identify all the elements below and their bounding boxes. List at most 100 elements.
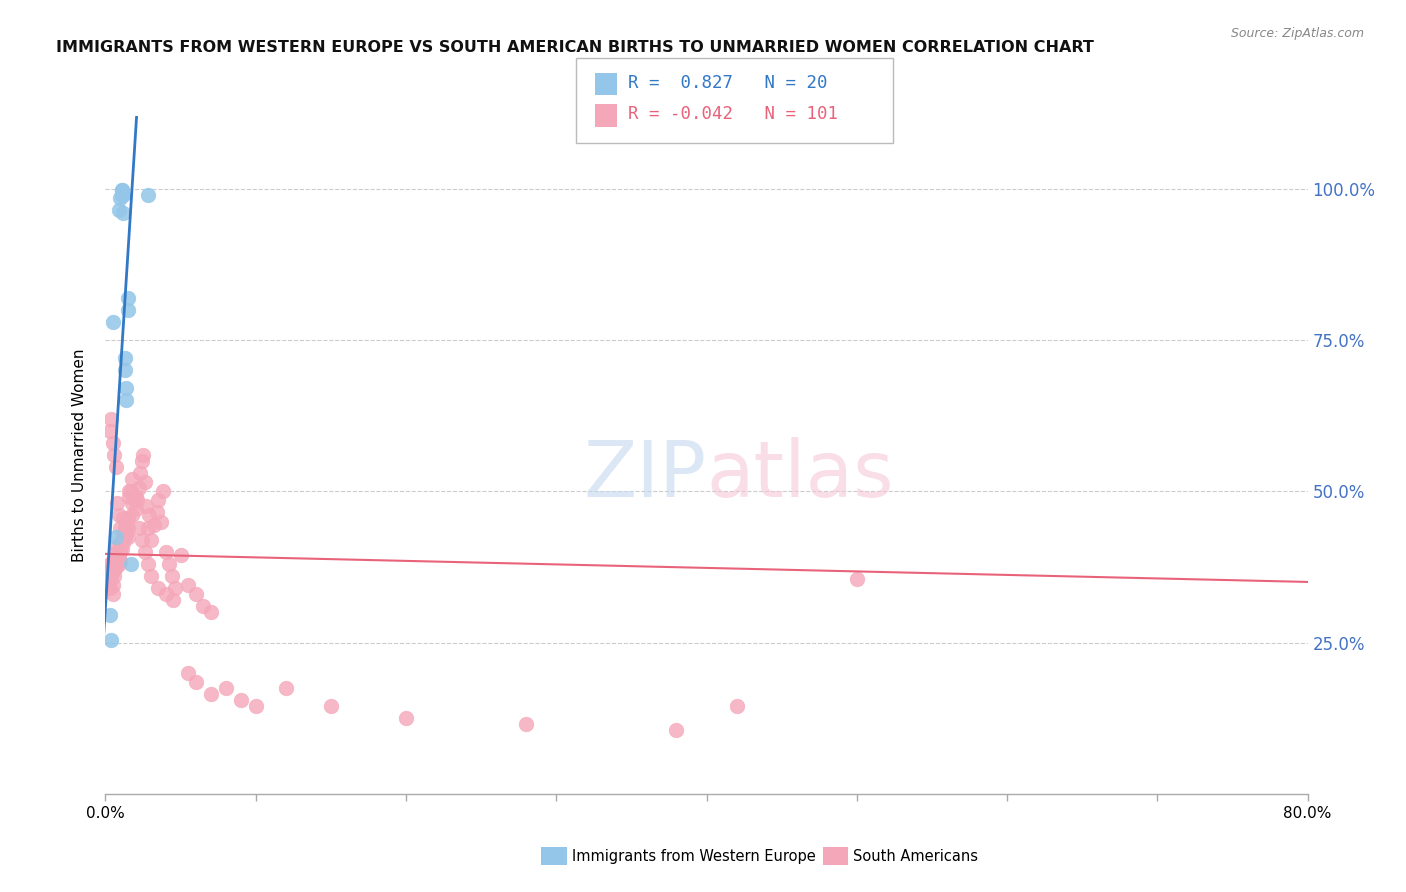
- Point: [101, 435, 124, 450]
- Point: [122, 491, 145, 505]
- Point: [107, 539, 129, 553]
- Point: [97, 566, 120, 580]
- Point: [142, 517, 165, 532]
- Point: [100, 560, 122, 574]
- Point: [139, 533, 162, 547]
- Point: [155, 545, 177, 559]
- Point: [129, 466, 152, 480]
- Point: [117, 511, 139, 525]
- Point: [114, 524, 136, 538]
- Point: [104, 554, 127, 568]
- Point: [131, 533, 153, 547]
- Text: Immigrants from Western Europe: Immigrants from Western Europe: [572, 849, 815, 863]
- Point: [145, 505, 167, 519]
- Point: [136, 520, 159, 534]
- Point: [100, 632, 122, 647]
- Text: ZIP: ZIP: [583, 437, 707, 513]
- Point: [128, 520, 150, 534]
- Point: [110, 520, 132, 534]
- Point: [146, 581, 169, 595]
- Text: R = -0.042   N = 101: R = -0.042 N = 101: [628, 105, 838, 123]
- Point: [104, 460, 127, 475]
- Point: [138, 508, 160, 523]
- Point: [103, 448, 125, 462]
- Point: [103, 569, 125, 583]
- Point: [98, 424, 121, 438]
- Text: atlas: atlas: [707, 437, 894, 513]
- Point: [274, 681, 297, 695]
- Point: [200, 687, 222, 701]
- Point: [134, 475, 156, 490]
- Point: [103, 563, 125, 577]
- Point: [128, 481, 150, 495]
- Point: [98, 572, 121, 586]
- Point: [114, 530, 136, 544]
- Point: [107, 548, 129, 562]
- Point: [108, 557, 131, 571]
- Point: [124, 502, 146, 516]
- Text: Source: ZipAtlas.com: Source: ZipAtlas.com: [1230, 27, 1364, 40]
- Point: [101, 554, 124, 568]
- Point: [157, 557, 180, 571]
- Point: [104, 560, 127, 574]
- Point: [110, 554, 132, 568]
- Point: [152, 484, 174, 499]
- Point: [665, 723, 688, 738]
- Point: [120, 484, 142, 499]
- Point: [108, 202, 131, 217]
- Point: [229, 693, 252, 707]
- Point: [150, 515, 173, 529]
- Point: [118, 484, 141, 499]
- Point: [114, 363, 136, 377]
- Point: [115, 381, 138, 395]
- Point: [101, 315, 124, 329]
- Point: [115, 393, 138, 408]
- Point: [110, 535, 132, 549]
- Point: [115, 526, 138, 541]
- Point: [121, 508, 143, 523]
- Point: [98, 557, 121, 571]
- Point: [112, 187, 135, 202]
- Point: [121, 472, 143, 486]
- Point: [115, 517, 138, 532]
- Point: [110, 545, 132, 559]
- Point: [101, 578, 124, 592]
- Point: [160, 569, 183, 583]
- Point: [117, 302, 139, 317]
- Point: [319, 699, 342, 714]
- Point: [191, 599, 214, 614]
- Point: [169, 548, 191, 562]
- Point: [115, 515, 138, 529]
- Point: [111, 541, 134, 556]
- Point: [146, 493, 169, 508]
- Point: [177, 665, 200, 680]
- Point: [103, 550, 125, 565]
- Y-axis label: Births to Unmarried Women: Births to Unmarried Women: [72, 348, 87, 562]
- Point: [97, 575, 120, 590]
- Text: IMMIGRANTS FROM WESTERN EUROPE VS SOUTH AMERICAN BIRTHS TO UNMARRIED WOMEN CORRE: IMMIGRANTS FROM WESTERN EUROPE VS SOUTH …: [56, 40, 1094, 55]
- Point: [108, 508, 131, 523]
- Point: [111, 533, 134, 547]
- Point: [125, 493, 148, 508]
- Point: [107, 496, 129, 510]
- Point: [112, 526, 135, 541]
- Point: [104, 545, 127, 559]
- Point: [112, 511, 135, 525]
- Point: [200, 605, 222, 619]
- Point: [725, 699, 748, 714]
- Point: [111, 533, 134, 547]
- Point: [96, 563, 118, 577]
- Point: [155, 587, 177, 601]
- Point: [100, 411, 122, 425]
- Point: [184, 674, 207, 689]
- Point: [98, 581, 121, 595]
- Point: [214, 681, 236, 695]
- Point: [163, 581, 186, 595]
- Point: [117, 520, 139, 534]
- Point: [100, 569, 122, 583]
- Point: [121, 496, 143, 510]
- Point: [120, 557, 142, 571]
- Point: [101, 587, 124, 601]
- Point: [111, 183, 134, 197]
- Point: [184, 587, 207, 601]
